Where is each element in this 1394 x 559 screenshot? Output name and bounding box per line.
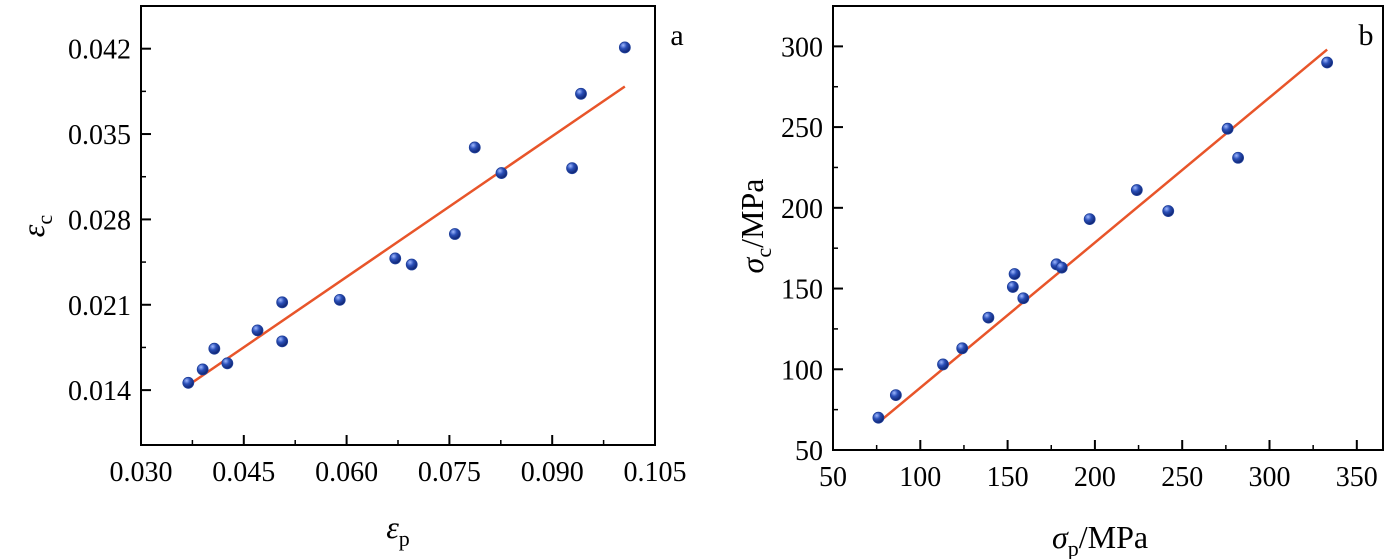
data-point (389, 252, 402, 265)
data-point (468, 141, 481, 154)
y-tick-label: 0.021 (68, 291, 131, 322)
fit-line (877, 48, 1328, 424)
y-tick-label: 0.042 (68, 35, 131, 66)
y-tick-label: 200 (781, 194, 823, 225)
plot-frame (832, 5, 1384, 451)
data-point (196, 363, 209, 376)
data-point (575, 87, 587, 100)
data-point (618, 41, 631, 54)
data-point (566, 162, 578, 175)
data-point (1130, 184, 1143, 196)
y-axis-title: εc (15, 215, 57, 238)
fit-line (187, 85, 626, 387)
x-tick-label: 300 (1249, 462, 1291, 493)
y-tick-label: 100 (781, 355, 823, 386)
data-point (251, 324, 264, 337)
x-tick-label: 0.090 (521, 457, 584, 488)
data-point (889, 389, 902, 402)
panel-label: a (670, 19, 683, 52)
data-point (956, 342, 969, 355)
data-point (1162, 205, 1175, 217)
chart-panel-b: 50 100 150 200 250 300 350 50 100 150 200 250 300 b… (734, 5, 1384, 559)
y-tick-label: 0.028 (68, 205, 131, 236)
data-point (276, 296, 289, 309)
y-axis-title: σc/MPa (734, 179, 776, 274)
data-point (1232, 151, 1244, 164)
panel-label: b (1359, 19, 1374, 52)
x-tick-label: 150 (987, 462, 1029, 493)
chart-panel-a: 0.030 0.045 0.060 0.075 0.090 0.105 0.014 0.02… (15, 5, 687, 551)
x-tick-label: 0.045 (212, 457, 275, 488)
data-point (495, 167, 508, 179)
data-point (1017, 292, 1030, 305)
data-point (872, 411, 885, 424)
data-point (1221, 122, 1234, 135)
y-tick-label: 150 (781, 275, 823, 306)
data-point (1083, 213, 1096, 226)
x-tick-label: 0.075 (418, 457, 481, 488)
y-tick-label: 250 (781, 113, 823, 144)
x-tick-label: 350 (1336, 462, 1378, 493)
data-point (937, 358, 949, 371)
data-point (448, 228, 461, 240)
x-tick-label: 100 (899, 462, 941, 493)
data-point (405, 258, 418, 271)
y-tick-label: 300 (781, 32, 823, 63)
data-point (276, 335, 289, 348)
data-point (333, 293, 346, 306)
x-axis-title: εp (386, 509, 410, 551)
data-point (1055, 261, 1068, 274)
data-point (1006, 281, 1019, 293)
x-tick-label: 200 (1074, 462, 1116, 493)
plot-frame (140, 5, 656, 446)
data-point (1321, 56, 1334, 69)
x-tick-label: 0.030 (110, 457, 173, 488)
x-tick-label: 0.105 (624, 457, 687, 488)
data-point (221, 357, 234, 370)
data-point (182, 376, 195, 389)
x-tick-label: 250 (1161, 462, 1203, 493)
y-tick-label: 0.035 (68, 120, 131, 151)
data-point (982, 311, 995, 324)
data-point (1008, 268, 1021, 280)
data-point (208, 342, 221, 355)
x-tick-label: 0.060 (315, 457, 378, 488)
x-tick-label: 50 (819, 462, 847, 493)
y-tick-label: 0.014 (68, 376, 131, 407)
y-tick-label: 50 (795, 436, 823, 467)
x-axis-title: σp/MPa (1052, 519, 1148, 559)
